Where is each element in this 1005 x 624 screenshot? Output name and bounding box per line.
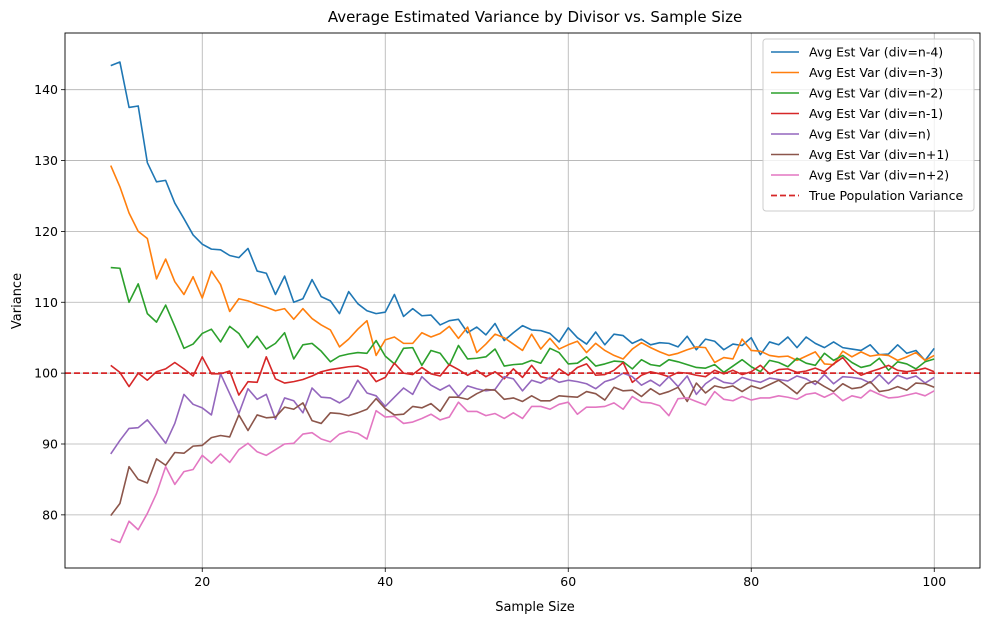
- series-line-3: [110, 266, 935, 374]
- x-tick-label: 100: [922, 574, 946, 589]
- legend-box: [762, 38, 975, 212]
- legend-entry: Avg Est Var (div=n-1): [809, 106, 943, 121]
- legend-entry: Avg Est Var (div=n-4): [809, 45, 943, 60]
- series-line-5: [110, 372, 935, 455]
- x-tick-label: 20: [194, 574, 210, 589]
- y-tick-label: 90: [42, 436, 58, 451]
- legend: Avg Est Var (div=n-4) Avg Est Var (div=n-…: [762, 38, 975, 212]
- series-layer: [65, 61, 980, 544]
- x-tick-label: 40: [377, 574, 393, 589]
- x-axis-ticks: 20 40 60 80 100: [194, 568, 946, 589]
- chart-title: Average Estimated Variance by Divisor vs…: [328, 8, 742, 26]
- y-axis-ticks: 80 90 100 110 120 130 140: [34, 82, 65, 522]
- legend-entry: Avg Est Var (div=n): [809, 127, 931, 142]
- y-tick-label: 100: [34, 366, 58, 381]
- y-tick-label: 120: [34, 224, 58, 239]
- y-tick-label: 130: [34, 153, 58, 168]
- series-line-1: [110, 61, 935, 362]
- legend-entry: Avg Est Var (div=n-2): [809, 86, 943, 101]
- series-line-6: [110, 379, 935, 517]
- plot-frame: [64, 32, 981, 569]
- legend-entry: Avg Est Var (div=n-3): [809, 65, 943, 80]
- legend-entry: True Population Variance: [808, 188, 963, 203]
- x-tick-label: 80: [743, 574, 759, 589]
- series-line-2: [110, 165, 935, 366]
- series-line-7: [110, 389, 935, 544]
- series-line-4: [110, 356, 935, 396]
- y-axis-label: Variance: [10, 273, 25, 329]
- y-tick-label: 140: [34, 82, 58, 97]
- y-tick-label: 110: [34, 295, 58, 310]
- legend-entry: Avg Est Var (div=n+2): [809, 168, 949, 183]
- legend-entry: Avg Est Var (div=n+1): [809, 147, 949, 162]
- grid-lines: [65, 33, 980, 568]
- x-axis-label: Sample Size: [495, 600, 575, 615]
- x-tick-label: 60: [560, 574, 576, 589]
- y-tick-label: 80: [42, 507, 58, 522]
